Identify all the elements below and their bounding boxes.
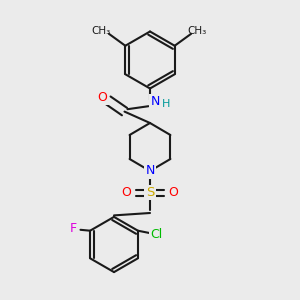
Text: H: H <box>161 99 170 109</box>
Text: N: N <box>151 95 160 108</box>
Text: F: F <box>70 222 77 235</box>
Text: O: O <box>169 186 178 199</box>
Text: O: O <box>98 91 107 104</box>
Text: Cl: Cl <box>151 228 163 241</box>
Text: O: O <box>122 186 131 199</box>
Text: S: S <box>146 186 154 199</box>
Text: CH₃: CH₃ <box>92 26 111 36</box>
Text: N: N <box>145 164 155 178</box>
Text: CH₃: CH₃ <box>187 26 206 36</box>
